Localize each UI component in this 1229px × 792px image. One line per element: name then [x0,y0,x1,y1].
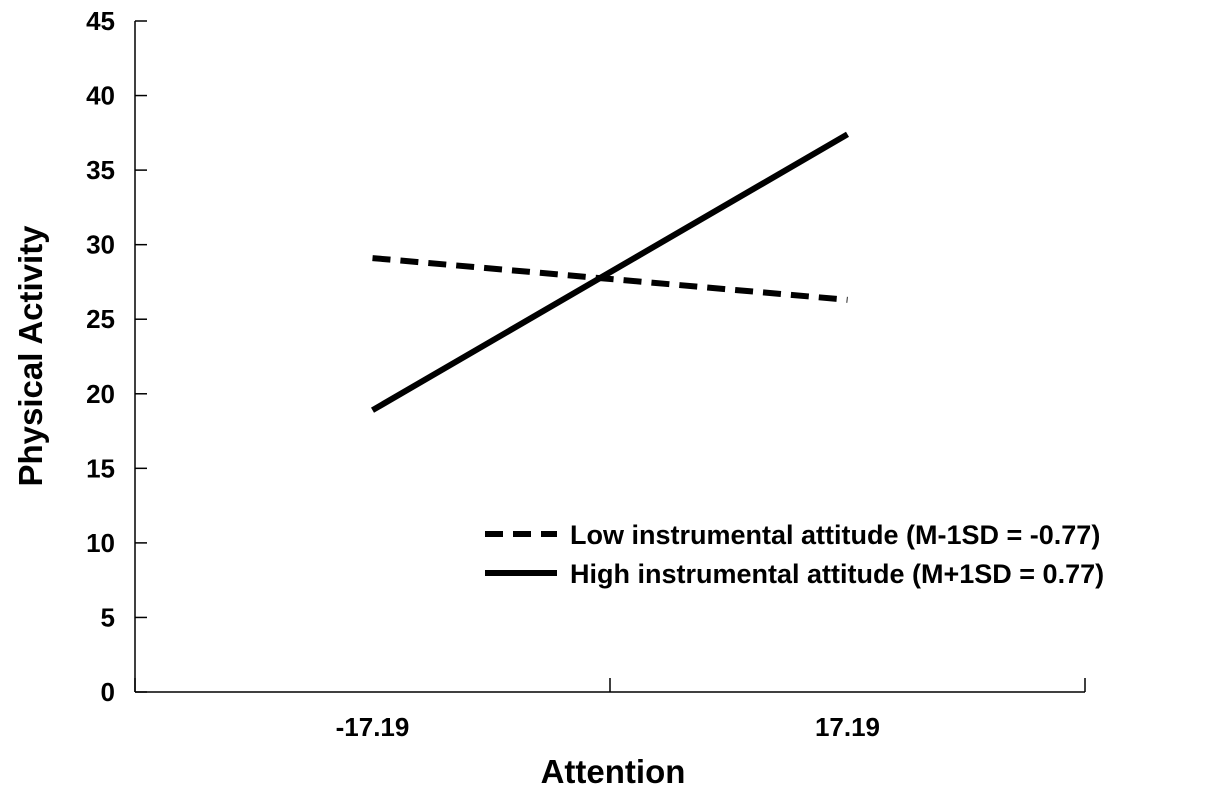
y-tick-label: 10 [86,528,115,558]
y-axis-title: Physical Activity [12,225,49,487]
y-tick-label: 5 [101,602,115,632]
y-tick-label: 45 [86,6,115,36]
x-axis-ticks: -17.19 17.19 [134,678,1086,742]
legend: Low instrumental attitude (M-1SD = -0.77… [485,520,1104,589]
y-tick-label: 15 [86,453,115,483]
y-axis-ticks: 0 5 10 15 20 25 30 35 40 45 [86,6,147,707]
legend-label-1: High instrumental attitude (M+1SD = 0.77… [570,559,1104,589]
y-tick-label: 25 [86,304,115,334]
y-tick-label: 0 [101,677,115,707]
series-line-1 [370,131,850,413]
series-lines [370,131,850,413]
y-tick-label: 35 [86,155,115,185]
y-tick-label: 40 [86,81,115,111]
axes [134,21,1085,693]
legend-label-0: Low instrumental attitude (M-1SD = -0.77… [570,520,1100,550]
series-line-0 [372,255,848,303]
x-axis-title: Attention [541,753,686,790]
x-tick-label: -17.19 [336,712,410,742]
x-tick-label: 17.19 [815,712,880,742]
y-tick-label: 20 [86,379,115,409]
y-tick-label: 30 [86,230,115,260]
